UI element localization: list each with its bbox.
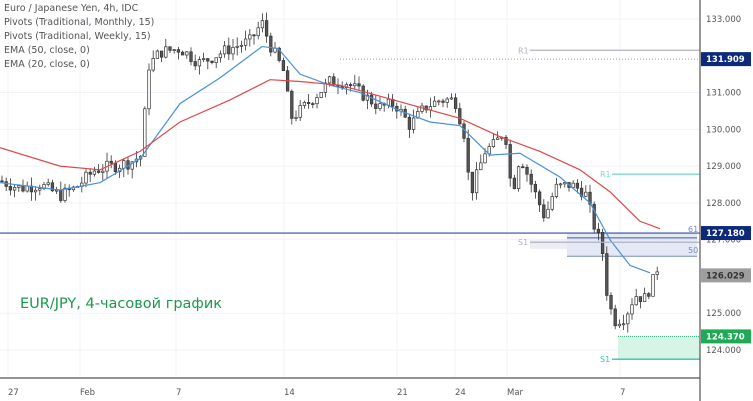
price-tag-label: 126.029 <box>706 271 745 281</box>
legend-ema-20[interactable]: EMA (20, close, 0) <box>4 59 90 70</box>
time-tick-label: 14 <box>284 388 295 398</box>
price-tick-label: 131.000 <box>706 89 741 99</box>
ema-lines <box>0 45 661 274</box>
time-tick-label: Mar <box>507 388 524 398</box>
legend-symbol[interactable]: Euro / Japanese Yen, 4h, IDC <box>4 3 139 14</box>
price-tick-label: 125.000 <box>706 309 741 319</box>
price-axis[interactable]: 133.000 131.000 130.000 129.000 128.000 127.0… <box>706 15 741 356</box>
pivot-label: R1 <box>518 46 529 55</box>
price-tag-label: 131.909 <box>706 55 745 65</box>
ema-20-line <box>0 45 651 274</box>
price-tag <box>701 52 751 67</box>
price-tick-label: 133.000 <box>706 15 741 25</box>
fib-level-label: 50 <box>688 246 698 255</box>
pivot-label: S1 <box>600 355 610 364</box>
price-tick-label: 128.000 <box>706 199 741 209</box>
price-tag <box>701 268 751 283</box>
pivot-lines: R1 R1 S1 S1 <box>340 46 700 364</box>
price-tick-label: 129.000 <box>706 162 741 172</box>
price-tag-label: 127.180 <box>706 229 745 239</box>
chart-legend: Euro / Japanese Yen, 4h, IDC Pivots (Tra… <box>4 2 154 72</box>
pivot-label: S1 <box>518 238 528 247</box>
chart-caption: EUR/JPY, 4-часовой график <box>20 296 223 312</box>
time-tick-label: Feb <box>80 388 95 398</box>
legend-pivots-weekly[interactable]: Pivots (Traditional, Weekly, 15) <box>4 31 151 42</box>
time-axis[interactable]: 27 Feb 7 14 21 24 Mar 7 <box>8 388 625 398</box>
time-tick-label: 21 <box>397 388 408 398</box>
time-tick-label: 7 <box>176 388 181 398</box>
pivot-label: R1 <box>600 170 611 179</box>
time-tick-label: 27 <box>8 388 19 398</box>
ema-50-line <box>0 79 661 230</box>
fib-zones: 61 50 <box>0 225 700 360</box>
price-tick-label: 130.000 <box>706 125 741 135</box>
legend-ema-50[interactable]: EMA (50, close, 0) <box>4 45 90 56</box>
legend-pivots-monthly[interactable]: Pivots (Traditional, Monthly, 15) <box>4 17 155 28</box>
price-tick-label: 127.000 <box>706 236 741 246</box>
price-tag-label: 124.370 <box>706 332 745 342</box>
fib-level-label: 61 <box>688 225 698 234</box>
price-tag <box>701 329 751 344</box>
price-tick-label: 124.000 <box>706 346 741 356</box>
time-tick-label: 24 <box>455 388 466 398</box>
time-tick-label: 7 <box>620 388 625 398</box>
price-tag <box>701 226 751 241</box>
price-tags: 131.909 127.180 126.029 124.370 <box>701 52 751 344</box>
